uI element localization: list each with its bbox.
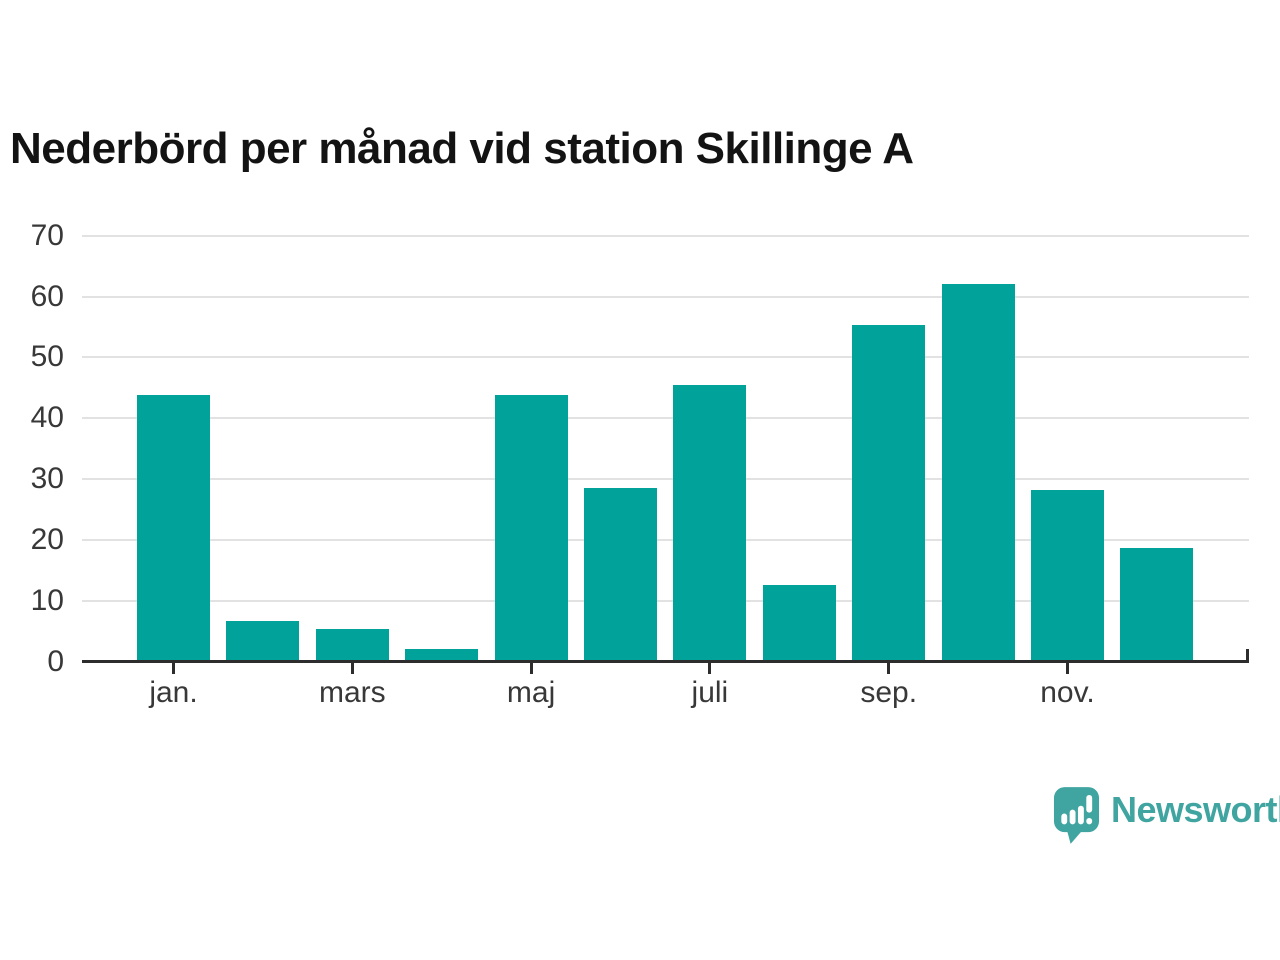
bar-sep [852,324,926,662]
y-tick-label-40: 40 [30,401,64,435]
newsworthy-logo: Newsworthy [1053,786,1280,845]
newsworthy-wordmark: Newsworthy [1111,789,1280,830]
bar-juni [584,487,657,662]
x-tick-label-nov: nov. [1040,676,1095,709]
x-tick-sep [887,663,891,674]
bar-apr [405,649,479,662]
gridline-50 [82,356,1249,359]
bar-okt [941,284,1015,662]
bar-feb [226,621,300,662]
bar-nov [1031,490,1104,662]
gridline-60 [82,295,1249,298]
x-tick-maj [529,663,533,674]
gridline-10 [82,599,1249,602]
chart-title: Nederbörd per månad vid station Skilling… [10,124,914,173]
gridline-30 [82,478,1249,481]
bar-jan [137,395,210,662]
x-axis-endcap [1246,648,1249,663]
y-tick-label-30: 30 [30,462,64,496]
x-tick-label-jan: jan. [149,676,198,709]
bar-mars [315,629,389,662]
gridline-40 [82,417,1249,420]
y-tick-label-60: 60 [30,279,64,313]
bar-aug [762,584,836,662]
x-tick-label-juli: juli [691,676,729,709]
gridline-20 [82,538,1249,541]
x-axis-line [82,660,1249,663]
newsworthy-speech-bubble-bar-chart-icon [1053,787,1100,844]
y-tick-label-10: 10 [30,583,64,617]
y-tick-label-50: 50 [30,340,64,374]
y-tick-label-0: 0 [47,644,64,678]
bar-dec [1120,547,1194,662]
x-tick-nov [1066,663,1069,674]
gridline-70 [82,234,1249,237]
x-tick-juli [708,663,712,674]
x-tick-jan [172,663,175,674]
x-tick-label-mars: mars [318,676,386,709]
y-tick-label-70: 70 [30,218,64,252]
bar-maj [494,395,568,662]
x-tick-mars [350,663,354,674]
x-tick-label-sep: sep. [860,676,918,709]
x-tick-label-maj: maj [506,676,556,709]
y-tick-label-20: 20 [30,522,64,556]
bar-juli [673,384,747,662]
